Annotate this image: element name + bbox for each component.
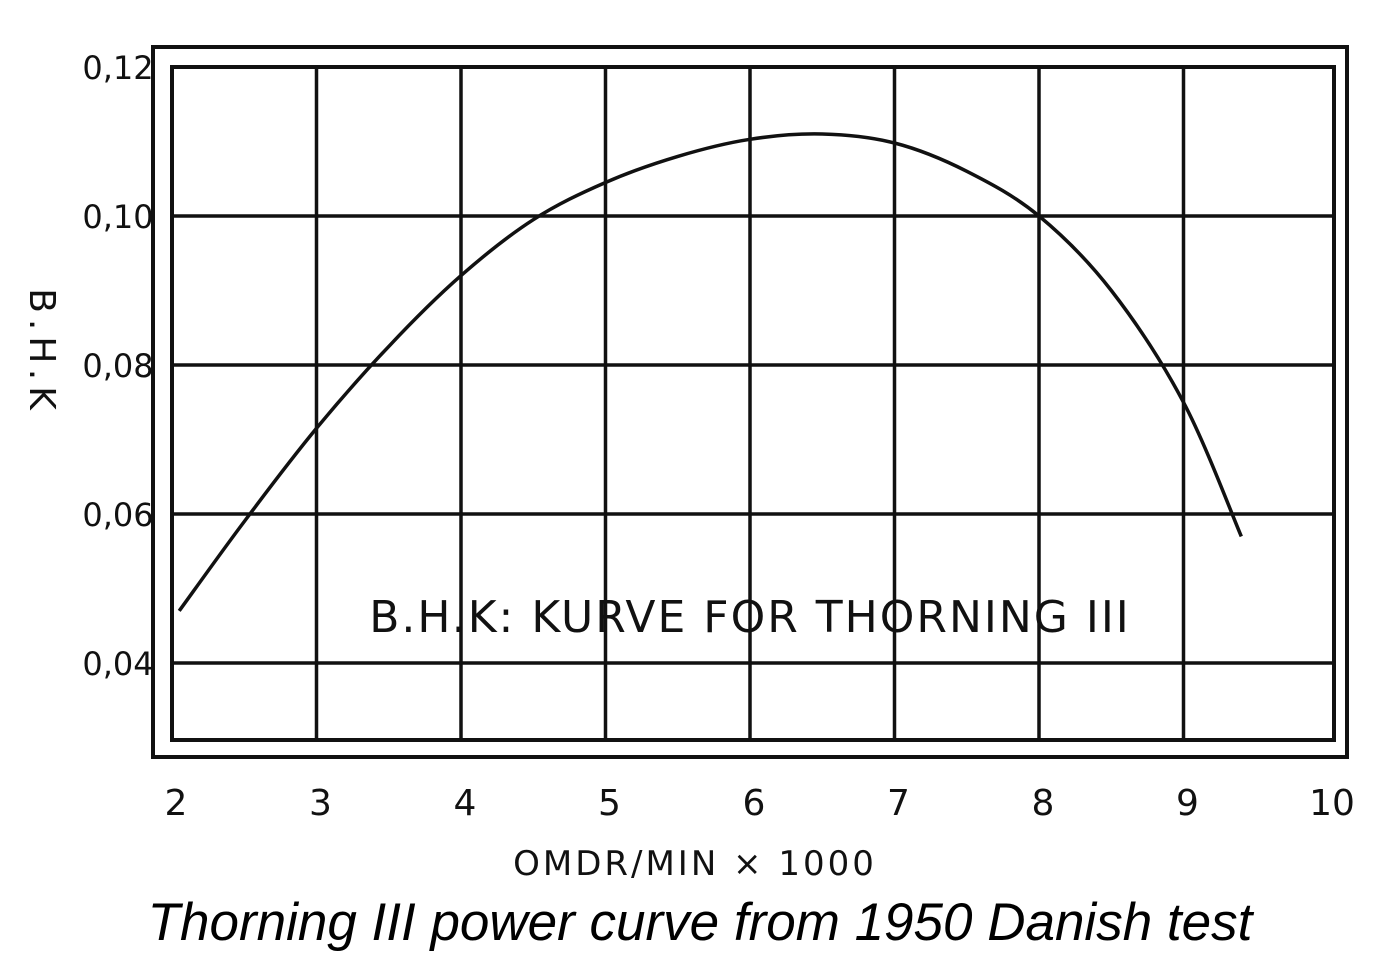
x-tick-label-6: 6: [743, 783, 766, 824]
x-tick-labels: 2 3 4 5 6 7 8 9 10: [165, 783, 1355, 824]
y-tick-label-0-04: 0,04: [82, 645, 153, 683]
y-tick-label-0-12: 0,12: [82, 49, 153, 87]
figure-caption: Thorning III power curve from 1950 Danis…: [147, 893, 1253, 952]
plot-frame: [170, 65, 1336, 742]
curve-points: [177, 132, 1243, 613]
y-tick-label-0-06: 0,06: [82, 496, 153, 534]
x-axis-label: OMDR/MIN × 1000: [513, 844, 877, 884]
y-tick-label-0-10: 0,10: [82, 198, 153, 236]
x-tick-label-2: 2: [165, 783, 188, 824]
grid-lines: [172, 67, 1334, 740]
x-tick-label-10: 10: [1309, 783, 1355, 824]
outer-frame: [151, 45, 1349, 759]
chart-annotation: B.H.K: KURVE FOR THORNING III: [369, 592, 1131, 643]
x-tick-label-7: 7: [887, 783, 910, 824]
x-tick-label-4: 4: [454, 783, 477, 824]
x-tick-label-9: 9: [1176, 783, 1199, 824]
bhk-chart: 2 3 4 5 6 7 8 9 10 0,04 0,06 0,08 0,10 0,12 B.H.K: K…: [21, 45, 1355, 884]
x-tick-label-5: 5: [598, 783, 621, 824]
x-tick-label-3: 3: [309, 783, 332, 824]
y-tick-labels: 0,04 0,06 0,08 0,10 0,12: [82, 49, 153, 683]
x-tick-label-8: 8: [1032, 783, 1055, 824]
y-axis-label: B.H.K: [21, 288, 62, 416]
power-curve-line: [177, 132, 1243, 612]
y-tick-label-0-08: 0,08: [82, 347, 153, 385]
